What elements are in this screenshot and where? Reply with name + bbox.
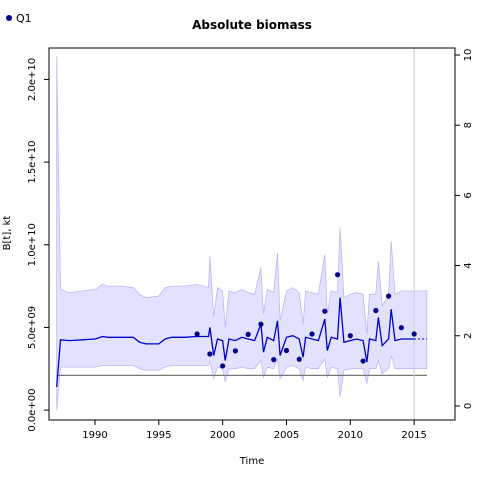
- x-tick-label: 1995: [146, 430, 171, 441]
- y2-tick-label: 6: [463, 192, 474, 198]
- q1-point: [309, 331, 315, 337]
- q1-point: [271, 357, 277, 363]
- y-tick-label: 1.0e+10: [27, 223, 38, 266]
- y-tick-label: 0.0e+00: [27, 388, 38, 431]
- plot-frame: [48, 47, 456, 421]
- q1-point: [207, 351, 213, 357]
- q1-point: [373, 307, 379, 314]
- q1-point: [220, 363, 226, 369]
- x-tick-label: 2015: [401, 430, 426, 441]
- q1-point: [194, 331, 200, 337]
- x-tick-label: 1990: [82, 430, 107, 441]
- q1-point: [245, 331, 251, 337]
- q1-point: [347, 333, 353, 339]
- q1-point: [360, 358, 366, 364]
- y2-tick-label: 8: [463, 122, 474, 128]
- q1-point: [322, 308, 328, 314]
- x-tick-label: 2010: [338, 430, 363, 441]
- legend: Q1: [6, 12, 32, 25]
- y2-tick-label: 2: [463, 333, 474, 339]
- q1-point: [258, 321, 264, 327]
- x-axis-label: Time: [239, 456, 264, 467]
- q1-point: [334, 272, 341, 278]
- q1-point: [411, 331, 417, 337]
- y2-tick-label: 0: [463, 403, 474, 409]
- q1-point: [386, 293, 392, 299]
- q1-point: [398, 325, 404, 331]
- y-tick-label: 1.5e+10: [27, 140, 38, 183]
- legend-marker-q1: [6, 15, 12, 21]
- y-tick-label: 5.0e+09: [27, 306, 38, 349]
- y2-tick-label: 4: [463, 262, 474, 268]
- q1-point: [232, 348, 239, 354]
- y2-tick-label: 10: [463, 49, 474, 62]
- q1-point: [296, 356, 302, 362]
- x-tick-label: 2005: [274, 430, 299, 441]
- biomass-line: [56, 297, 415, 387]
- q1-point: [283, 347, 290, 354]
- x-tick-label: 2000: [210, 430, 235, 441]
- y-tick-label: 2.0e+10: [27, 58, 38, 101]
- confidence-band: [56, 56, 428, 411]
- plot-area: [56, 48, 428, 420]
- legend-label-q1: Q1: [16, 12, 32, 25]
- axes: 1990 1995 2000 2005 2010 20150.0e+005.0e+091.…: [27, 47, 474, 441]
- y-axis-label: B[t], kt: [2, 216, 13, 251]
- chart-title: Absolute biomass: [192, 18, 312, 32]
